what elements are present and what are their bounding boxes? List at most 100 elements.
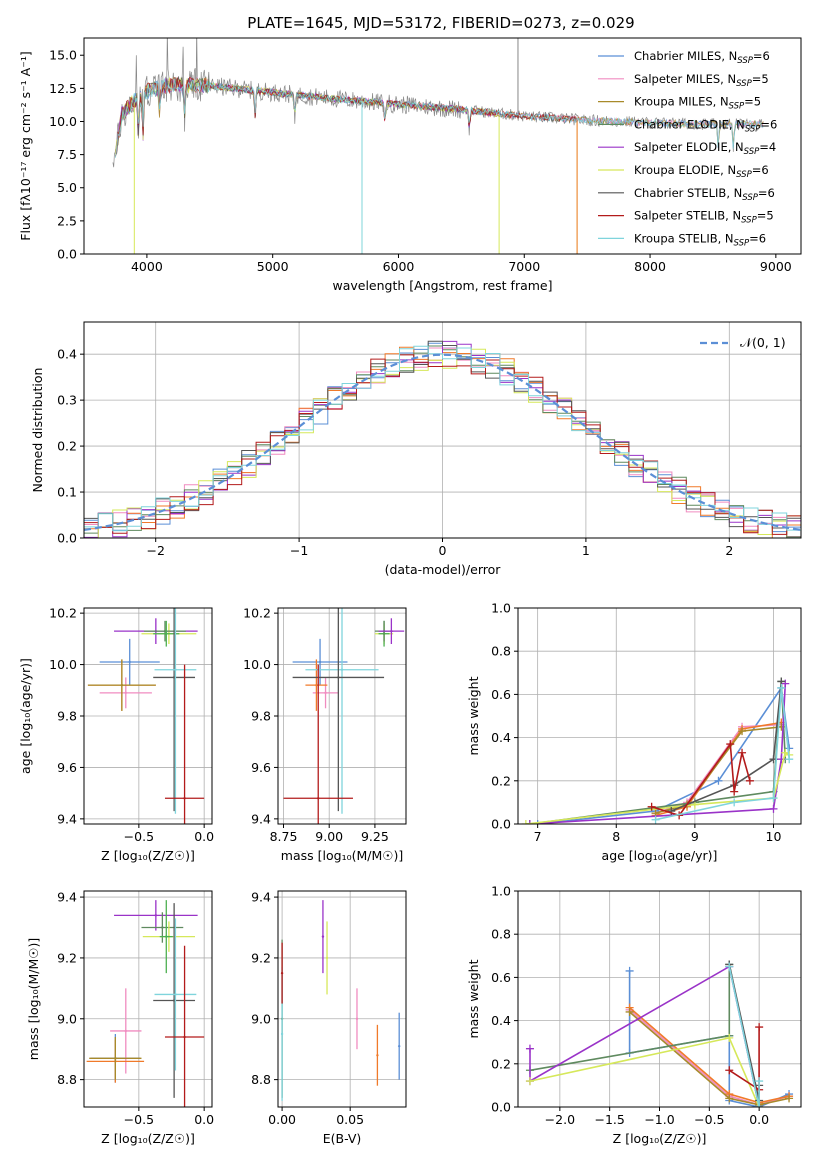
y-tick-label: 0.8 xyxy=(491,927,511,942)
y-tick-label: 9.0 xyxy=(57,1011,77,1026)
x-axis-label: age [log₁₀(age/yr)] xyxy=(602,848,718,863)
x-tick-label: 4000 xyxy=(131,259,163,274)
weight-marker xyxy=(525,1077,534,1086)
y-tick-label: 9.8 xyxy=(251,709,271,724)
plot-area xyxy=(112,38,764,254)
plot-area xyxy=(87,608,205,824)
legend-tail: =4 xyxy=(759,140,776,154)
y-axis-label: Flux [fλ10⁻¹⁷ erg cm⁻² s⁻¹ A⁻¹] xyxy=(18,51,33,240)
y-tick-label: 0.2 xyxy=(491,1056,511,1071)
weight-series-line xyxy=(629,1006,790,1104)
age-vs-metallicity-panel: −0.5 0.0 9.4 9.6 9.8 10.0 10.2 Z [log₁₀(Z/Z☉)] a… xyxy=(18,606,214,863)
weight-marker xyxy=(730,787,739,796)
y-tick-label: 0.2 xyxy=(491,773,511,788)
legend-entry: Kroupa STELIB, NSSP=6 xyxy=(634,231,766,248)
x-tick-label: 5000 xyxy=(257,259,289,274)
weight-marker xyxy=(651,815,660,824)
legend-subscript: SSP xyxy=(744,147,760,157)
data-point xyxy=(172,676,176,679)
y-tick-label: 9.2 xyxy=(57,950,77,965)
legend-entry: Salpeter STELIB, NSSP=5 xyxy=(634,209,774,226)
legend-subscript: SSP xyxy=(729,102,745,112)
legend-tail: =6 xyxy=(752,163,769,177)
data-point xyxy=(318,660,322,664)
legend-entry: Chabrier MILES, NSSP=6 xyxy=(634,49,770,66)
x-axis-label: (data-model)/error xyxy=(385,562,502,577)
plot-area xyxy=(525,960,794,1107)
histogram-series xyxy=(84,345,801,538)
y-axis-label: mass weight xyxy=(466,676,481,755)
residuals-panel: −2 −1 0 1 2 0.0 0.1 0.2 0.3 0.4 (data-model)/error… xyxy=(30,321,802,577)
y-tick-label: 8.8 xyxy=(57,1072,77,1087)
y-tick-label: 2.5 xyxy=(57,213,77,228)
weight-series-line xyxy=(728,966,760,1107)
legend-subscript: SSP xyxy=(745,124,761,134)
y-tick-label: 0.0 xyxy=(491,1100,511,1115)
legend-entry: 𝒩(0, 1) xyxy=(740,335,786,350)
data-point xyxy=(183,797,186,800)
normal-reference-curve xyxy=(84,353,801,531)
y-tick-label: 9.4 xyxy=(251,811,271,826)
weight-series-line xyxy=(655,726,782,814)
plot-area xyxy=(84,340,801,538)
legend-subscript: SSP xyxy=(742,193,758,203)
model-spectrum-line xyxy=(115,76,578,156)
x-tick-label: 1 xyxy=(582,543,590,558)
legend-tail: =5 xyxy=(752,72,769,86)
y-tick-label: 0.3 xyxy=(57,393,77,408)
weight-series-line xyxy=(670,681,783,812)
legend-tail: =5 xyxy=(744,95,761,109)
legend-label: Kroupa STELIB, N xyxy=(634,231,734,245)
weight-marker xyxy=(777,683,786,692)
y-tick-label: 0.4 xyxy=(491,730,511,745)
x-tick-label: 2 xyxy=(725,543,733,558)
data-point xyxy=(321,935,325,938)
mass-vs-ebv-panel: 0.00 0.05 8.8 9.0 9.2 9.4 E(B-V) xyxy=(251,890,407,1146)
data-point xyxy=(165,935,168,938)
x-tick-label: −1 xyxy=(290,543,308,558)
y-tick-label: 0.6 xyxy=(491,970,511,985)
legend-tail: =5 xyxy=(757,209,774,223)
weight-series-line xyxy=(529,964,760,1107)
plot-area xyxy=(280,900,401,1101)
legend-subscript: SSP xyxy=(737,56,753,66)
weight-series-line xyxy=(629,1009,790,1106)
data-point xyxy=(124,691,127,695)
legend-tail: =6 xyxy=(760,117,777,131)
weight-marker xyxy=(730,798,739,807)
y-tick-label: 9.4 xyxy=(57,811,77,826)
legend-label: Salpeter ELODIE, N xyxy=(634,140,744,154)
y-tick-label: 9.6 xyxy=(251,760,271,775)
data-point xyxy=(376,1054,379,1057)
y-tick-label: 0.0 xyxy=(491,817,511,832)
weight-series-line xyxy=(651,741,751,817)
y-tick-label: 10.2 xyxy=(49,606,77,621)
y-tick-label: 15.0 xyxy=(49,48,77,63)
data-point xyxy=(183,1035,186,1039)
y-tick-label: 0.8 xyxy=(491,644,511,659)
spectrum-panel: 4000 5000 6000 7000 8000 9000 0.0 2.5 5.0 7.5 10.0… xyxy=(18,37,802,293)
legend-label: Salpeter MILES, N xyxy=(634,72,736,86)
x-tick-label: 9000 xyxy=(760,259,792,274)
data-point xyxy=(355,1017,359,1020)
data-point xyxy=(120,683,124,687)
x-tick-label: 0.0 xyxy=(194,1112,214,1127)
y-tick-label: 10.0 xyxy=(243,657,271,672)
y-tick-label: 5.0 xyxy=(57,180,77,195)
x-tick-label: 9 xyxy=(691,829,699,844)
weight-marker xyxy=(738,748,747,757)
y-tick-label: 9.2 xyxy=(251,950,271,965)
axes-frame xyxy=(277,890,407,1108)
data-point xyxy=(163,629,167,633)
weight-marker xyxy=(525,1044,534,1053)
weight-marker xyxy=(725,1094,734,1103)
y-tick-label: 0.1 xyxy=(57,485,77,500)
y-tick-label: 8.8 xyxy=(251,1072,271,1087)
data-point xyxy=(174,668,177,671)
y-tick-label: 9.4 xyxy=(57,890,77,905)
x-tick-label: 0.05 xyxy=(336,1112,364,1127)
y-tick-label: 7.5 xyxy=(57,147,77,162)
x-tick-label: 0.0 xyxy=(194,829,214,844)
weight-marker xyxy=(647,802,656,811)
weight-series-line xyxy=(529,681,787,824)
